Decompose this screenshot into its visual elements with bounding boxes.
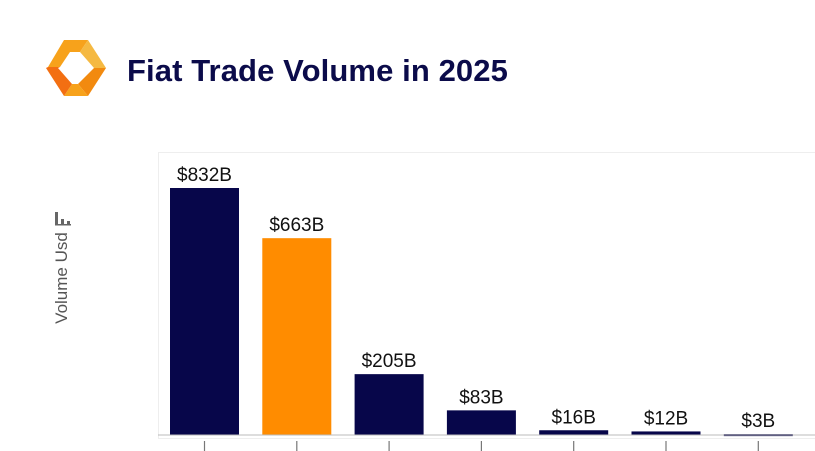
- chart-title: Fiat Trade Volume in 2025: [127, 53, 508, 88]
- bar-value-label: $12B: [644, 408, 688, 429]
- bar-1[interactable]: [262, 238, 332, 435]
- brand-logo-icon: [46, 40, 106, 96]
- bar-value-label: $205B: [362, 351, 417, 372]
- bar-value-label: $832B: [177, 165, 232, 186]
- bar-chart: $832B $663B $205B $83B $16B $12B $3B: [158, 152, 815, 451]
- bar-0[interactable]: [170, 188, 239, 435]
- bar-5[interactable]: [631, 431, 701, 435]
- bar-value-label: $663B: [269, 215, 324, 236]
- bar-value-label: $3B: [741, 411, 775, 432]
- plot-frame: [158, 152, 815, 439]
- bars-group: $832B $663B $205B $83B $16B $12B $3B: [170, 165, 793, 437]
- chart-header: [40, 36, 112, 100]
- plot-area: $832B $663B $205B $83B $16B $12B $3B: [158, 152, 815, 451]
- x-ticks-group: [203, 441, 759, 451]
- y-axis-label: Volume Usd: [52, 232, 71, 324]
- bar-3[interactable]: [446, 410, 516, 435]
- bar-2[interactable]: [354, 374, 424, 435]
- bar-4[interactable]: [539, 430, 609, 435]
- bar-value-label: $16B: [552, 407, 596, 428]
- bar-chart-icon: [55, 212, 71, 226]
- bar-value-label: $83B: [459, 387, 503, 408]
